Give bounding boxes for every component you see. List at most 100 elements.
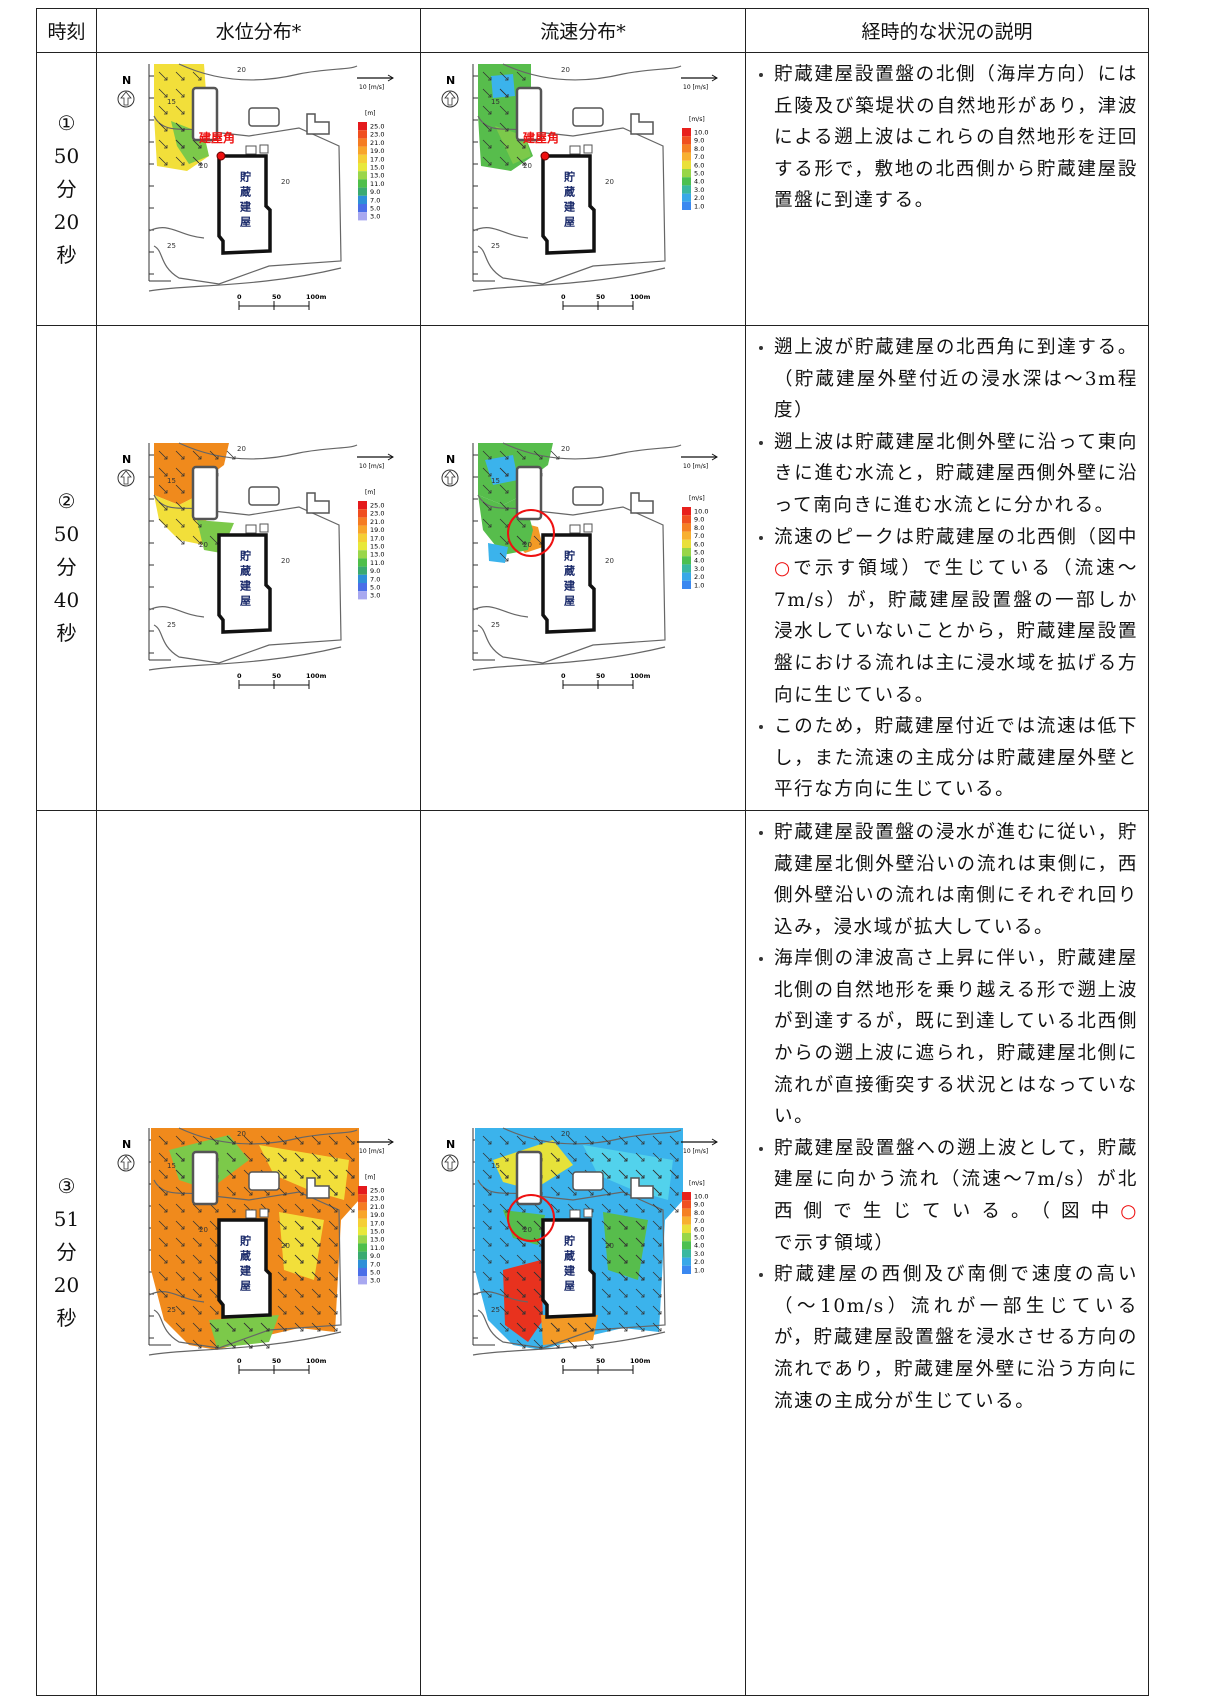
flow-arrow-head (299, 1276, 303, 1281)
scale-bar-label: 0 (561, 1357, 566, 1365)
flow-arrow-head (658, 1327, 662, 1332)
flow-arrow (158, 1203, 167, 1213)
flow-arrow-head (197, 1327, 201, 1332)
contour-line (148, 1290, 204, 1303)
flow-arrow-head (505, 128, 509, 132)
flow-arrow-head (488, 1259, 492, 1264)
flow-arrow (618, 1254, 628, 1264)
flow-arrow (635, 1237, 645, 1247)
flow-arrow-head (214, 1208, 218, 1213)
structure (191, 465, 218, 521)
vector-scale-label: 10 [m/s] (683, 84, 708, 91)
contour-label: 20 (523, 162, 532, 170)
flow-arrow (482, 1271, 492, 1281)
legend-label: 17.0 (370, 155, 384, 163)
flood-area (196, 519, 234, 553)
storage-building (541, 533, 596, 634)
time-part: 40 (53, 588, 80, 613)
flow-arrow (158, 467, 167, 477)
scale-bar-label: 50 (272, 672, 282, 680)
legend-swatch (682, 1257, 691, 1266)
description-text: 貯蔵建屋設置盤の浸水が進むに従い，貯蔵建屋北側外壁沿いの流れは東側に，西側外壁沿… (774, 821, 1138, 938)
flow-arrow-head (299, 1310, 303, 1315)
flow-arrow (652, 1254, 662, 1264)
legend-label: 5.0 (370, 205, 380, 213)
flow-arrow-head (197, 1242, 201, 1247)
legend-swatch (682, 177, 691, 186)
flow-arrow-head (163, 145, 167, 149)
flow-arrow-head (316, 1157, 320, 1162)
flow-arrow (328, 1288, 337, 1298)
legend-label: 7.0 (370, 1260, 380, 1268)
legend-label: 11.0 (370, 1244, 384, 1252)
flow-arrow (158, 1152, 167, 1162)
description-text: 貯蔵建屋の西側及び南側で速度の高い（～10m/s）流れが一部生じているが，貯蔵建… (774, 1264, 1138, 1412)
flow-arrow-head (350, 1191, 354, 1196)
flow-arrow-head (658, 1208, 662, 1213)
flow-arrow-head (248, 1140, 252, 1145)
contour-label: 20 (605, 557, 614, 565)
flow-arrow (260, 1322, 269, 1332)
flow-arrow-head (180, 1174, 184, 1179)
flow-arrow-head (282, 1293, 286, 1298)
legend-label: 3.0 (694, 565, 704, 573)
contour-label: 25 (167, 621, 176, 629)
description-bullet: このため，貯蔵建屋付近では流速は低下し，また流速の主成分は貯蔵建屋外壁と平行な方… (754, 711, 1138, 806)
legend-label: 10.0 (694, 129, 708, 137)
legend-swatch (682, 201, 691, 210)
contour-label: 15 (491, 98, 500, 106)
flow-arrow-head (197, 1140, 201, 1145)
flow-arrow-head (282, 1310, 286, 1315)
flow-arrow (567, 1152, 577, 1162)
flow-arrow (294, 1169, 303, 1179)
flow-arrow-head (675, 1191, 679, 1196)
flow-arrow (482, 1169, 492, 1179)
legend-swatch (682, 1200, 691, 1209)
flow-arrow-head (231, 1191, 235, 1196)
flow-arrow-head (316, 1140, 320, 1145)
flow-arrow (533, 1271, 543, 1281)
flow-arrow-head (641, 1225, 645, 1230)
flow-arrow-head (573, 1344, 577, 1349)
flow-arrow (175, 156, 184, 166)
legend-swatch (357, 1202, 367, 1211)
map: 20 15 20 20 25 貯蔵建屋 建屋角 N 10 [m/s] [m] 25.023.021.… (117, 63, 394, 310)
column-header: 流速分布* (420, 8, 746, 53)
building-label: 貯蔵建屋 (563, 549, 577, 610)
legend-label: 19.0 (370, 147, 384, 155)
flow-arrow-head (282, 1174, 286, 1179)
flow-arrow (516, 1135, 526, 1145)
flow-arrow-head (180, 1310, 184, 1315)
flow-arrow-head (556, 1327, 560, 1332)
flow-arrow (482, 122, 492, 132)
legend-swatch (357, 525, 367, 534)
flow-arrow (618, 1135, 628, 1145)
scale-bar-label: 100m (306, 1357, 327, 1365)
flow-arrow (635, 1152, 645, 1162)
flow-arrow-head (488, 1140, 492, 1145)
flow-arrow (192, 1237, 201, 1247)
flow-arrow-head (299, 1293, 303, 1298)
description-bullet: 遡上波は貯蔵建屋北側外壁に沿って東向きに進む水流と，貯蔵建屋西側外壁に沿って南向… (754, 427, 1138, 522)
legend-label: 21.0 (370, 1203, 384, 1211)
corner-marker (540, 151, 550, 161)
legend-swatch (682, 169, 691, 178)
legend-swatch (357, 1210, 367, 1219)
flow-arrow-head (658, 1259, 662, 1264)
flow-arrow (601, 1135, 611, 1145)
flow-arrow-head (248, 1191, 252, 1196)
flow-arrow-head (163, 455, 167, 460)
flow-arrow (550, 450, 560, 460)
flow-arrow (243, 1186, 252, 1196)
legend-swatch (682, 1224, 691, 1233)
vector-scale-head (387, 453, 394, 461)
flow-arrow (175, 1237, 184, 1247)
contour-label: 20 (605, 178, 614, 186)
flow-arrow (175, 484, 184, 494)
flow-arrow-head (488, 162, 492, 166)
scale-bar-label: 50 (596, 672, 606, 680)
flow-arrow (311, 1305, 320, 1315)
flood-area (170, 121, 209, 164)
flow-arrow (533, 1339, 543, 1349)
flow-arrow (482, 156, 492, 166)
